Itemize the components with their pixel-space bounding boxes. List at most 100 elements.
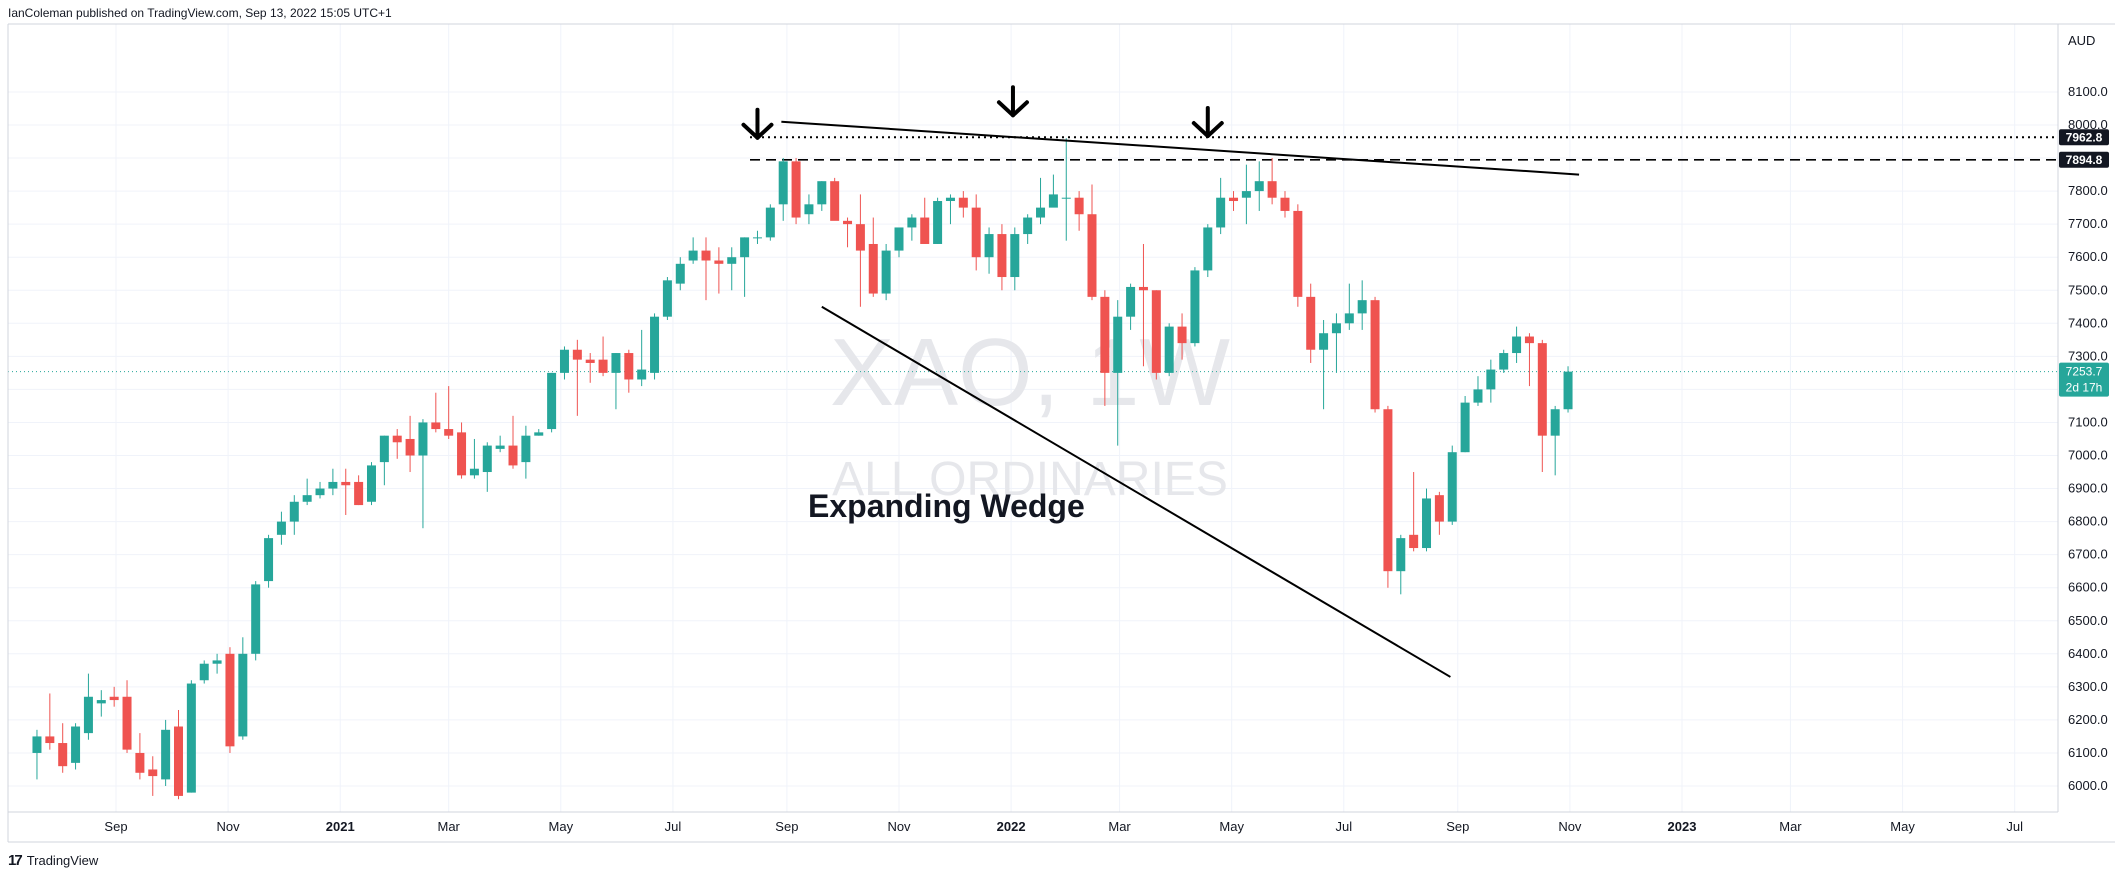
candle-down: [958, 197, 968, 208]
candle-up: [1190, 270, 1200, 344]
candle-up: [264, 538, 274, 582]
price-badges: 7962.8 7894.8 7253.7 2d 17h: [2059, 129, 2109, 397]
candle-up: [302, 495, 312, 502]
time-tick-label: Nov: [217, 819, 241, 834]
publisher-header: IanColeman published on TradingView.com,…: [8, 6, 392, 20]
candle-down: [1524, 336, 1534, 344]
candle-down: [624, 353, 634, 380]
price-tick-label: 7300.0: [2068, 348, 2108, 363]
candle-up: [251, 584, 261, 654]
candle-up: [366, 465, 376, 502]
trendline-lower[interactable]: [821, 305, 1451, 678]
arrows: [741, 85, 1224, 140]
price-tick-label: 8000.0: [2068, 117, 2108, 132]
candle-up: [1550, 409, 1560, 436]
down-arrow-icon: [741, 107, 774, 140]
candle-up: [675, 263, 685, 284]
candle-down: [1100, 296, 1110, 373]
candle-down: [791, 161, 801, 218]
candle-up: [740, 237, 750, 258]
candle-down: [701, 250, 711, 261]
price-tick-label: 8100.0: [2068, 84, 2108, 99]
candle-down: [341, 481, 351, 486]
candle-up: [894, 227, 904, 251]
candle-down: [148, 769, 158, 777]
candle-down: [58, 743, 68, 767]
time-tick-label: Jul: [2006, 819, 2023, 834]
candle-down: [444, 429, 454, 436]
candle-up: [469, 468, 479, 476]
candle-down: [45, 736, 55, 744]
candle-up: [418, 422, 428, 456]
candle-down: [1151, 290, 1161, 373]
candle-up: [637, 369, 647, 380]
price-tick-label: 7400.0: [2068, 315, 2108, 330]
candle-down: [830, 181, 840, 221]
candle-down: [1293, 210, 1303, 297]
price-tick-label: 7100.0: [2068, 414, 2108, 429]
candle-up: [1344, 313, 1354, 324]
price-tick-label: 6100.0: [2068, 745, 2108, 760]
candle-down: [1306, 296, 1316, 350]
candle-up: [1061, 197, 1071, 199]
price-tick-label: 6600.0: [2068, 580, 2108, 595]
candle-up: [984, 234, 994, 258]
candle-up: [1036, 207, 1046, 218]
candle-up: [32, 736, 42, 753]
candle-up: [662, 280, 672, 317]
candle-up: [1422, 498, 1432, 549]
time-tick-label: 2022: [997, 819, 1026, 834]
candle-up: [727, 257, 737, 264]
watermark: XAO, 1W ALL ORDINARIES: [830, 319, 1230, 506]
candle-up: [1473, 389, 1483, 403]
pattern-label[interactable]: Expanding Wedge: [808, 488, 1085, 524]
level-badge: [2059, 129, 2109, 146]
candle-down: [1383, 409, 1393, 572]
candle-down: [1177, 326, 1187, 344]
price-tick-label: 6700.0: [2068, 547, 2108, 562]
horizontal-levels: [8, 136, 2058, 373]
candle-up: [945, 197, 955, 202]
candle-up: [752, 237, 762, 239]
tradingview-footer[interactable]: 17 TradingView: [8, 852, 98, 869]
candle-up: [650, 316, 660, 373]
time-tick-label: Mar: [1779, 819, 1802, 834]
candle-up: [1499, 353, 1509, 370]
candle-up: [1447, 452, 1457, 522]
candle-up: [1203, 227, 1213, 271]
price-tick-label: 7700.0: [2068, 216, 2108, 231]
candle-down: [1370, 300, 1380, 410]
candle-up: [1563, 371, 1573, 410]
candle-up: [1396, 538, 1406, 572]
trendlines[interactable]: [781, 120, 1580, 678]
candle-up: [1241, 191, 1251, 198]
candle-down: [1074, 197, 1084, 215]
candle-up: [289, 501, 299, 522]
candle-down: [855, 224, 865, 251]
trendline-upper[interactable]: [781, 120, 1580, 176]
candle-down: [122, 696, 132, 750]
time-tick-label: Sep: [104, 819, 127, 834]
candle-up: [379, 435, 389, 463]
candle-up: [1023, 217, 1033, 235]
price-axis[interactable]: 6000.0 6100.0 6200.0 6300.0 6400.0 6500.0 6600…: [2068, 84, 2108, 793]
price-tick-label: 6400.0: [2068, 646, 2108, 661]
candle-up: [1048, 194, 1058, 208]
time-axis[interactable]: Sep Nov 2021 Mar May Jul Sep Nov 2022 Mar May Jul Se…: [104, 819, 2023, 834]
last-price-text: 7253.7: [2066, 365, 2103, 379]
countdown-text: 2d 17h: [2066, 381, 2103, 395]
price-tick-label: 7000.0: [2068, 448, 2108, 463]
price-tick-label: 7600.0: [2068, 249, 2108, 264]
candle-up: [96, 700, 106, 704]
candle-down: [868, 243, 878, 294]
candle-down: [1409, 534, 1419, 549]
candle-up: [71, 726, 81, 763]
candle-down: [405, 438, 415, 456]
time-tick-label: May: [1219, 819, 1244, 834]
level-badge-text: 7894.8: [2066, 153, 2103, 167]
candle-down: [457, 432, 467, 476]
candle-up: [328, 481, 338, 489]
candle-up: [1164, 326, 1174, 373]
candle-down: [1537, 343, 1547, 436]
